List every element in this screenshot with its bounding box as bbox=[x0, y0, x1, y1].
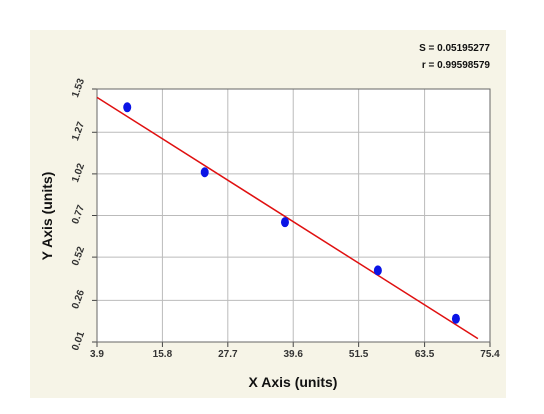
plot-border bbox=[96, 88, 491, 343]
data-point bbox=[280, 217, 289, 228]
x-tick-label: 3.9 bbox=[90, 349, 104, 360]
annotation: r = 0.99598579 bbox=[422, 60, 491, 71]
data-point bbox=[200, 167, 209, 178]
data-point bbox=[373, 265, 382, 276]
data-point bbox=[123, 102, 132, 113]
annotation: S = 0.05195277 bbox=[419, 43, 490, 54]
data-point bbox=[451, 313, 460, 324]
fit-line bbox=[96, 96, 479, 340]
x-axis-title: X Axis (units) bbox=[249, 374, 338, 390]
x-tick-label: 27.7 bbox=[218, 349, 238, 360]
x-tick-label: 63.5 bbox=[415, 349, 435, 360]
x-tick-label: 39.6 bbox=[283, 349, 303, 360]
y-axis-title: Y Axis (units) bbox=[39, 172, 55, 261]
x-tick-label: 75.4 bbox=[480, 349, 500, 360]
x-tick-label: 51.5 bbox=[349, 349, 369, 360]
x-tick-label: 15.8 bbox=[153, 349, 173, 360]
